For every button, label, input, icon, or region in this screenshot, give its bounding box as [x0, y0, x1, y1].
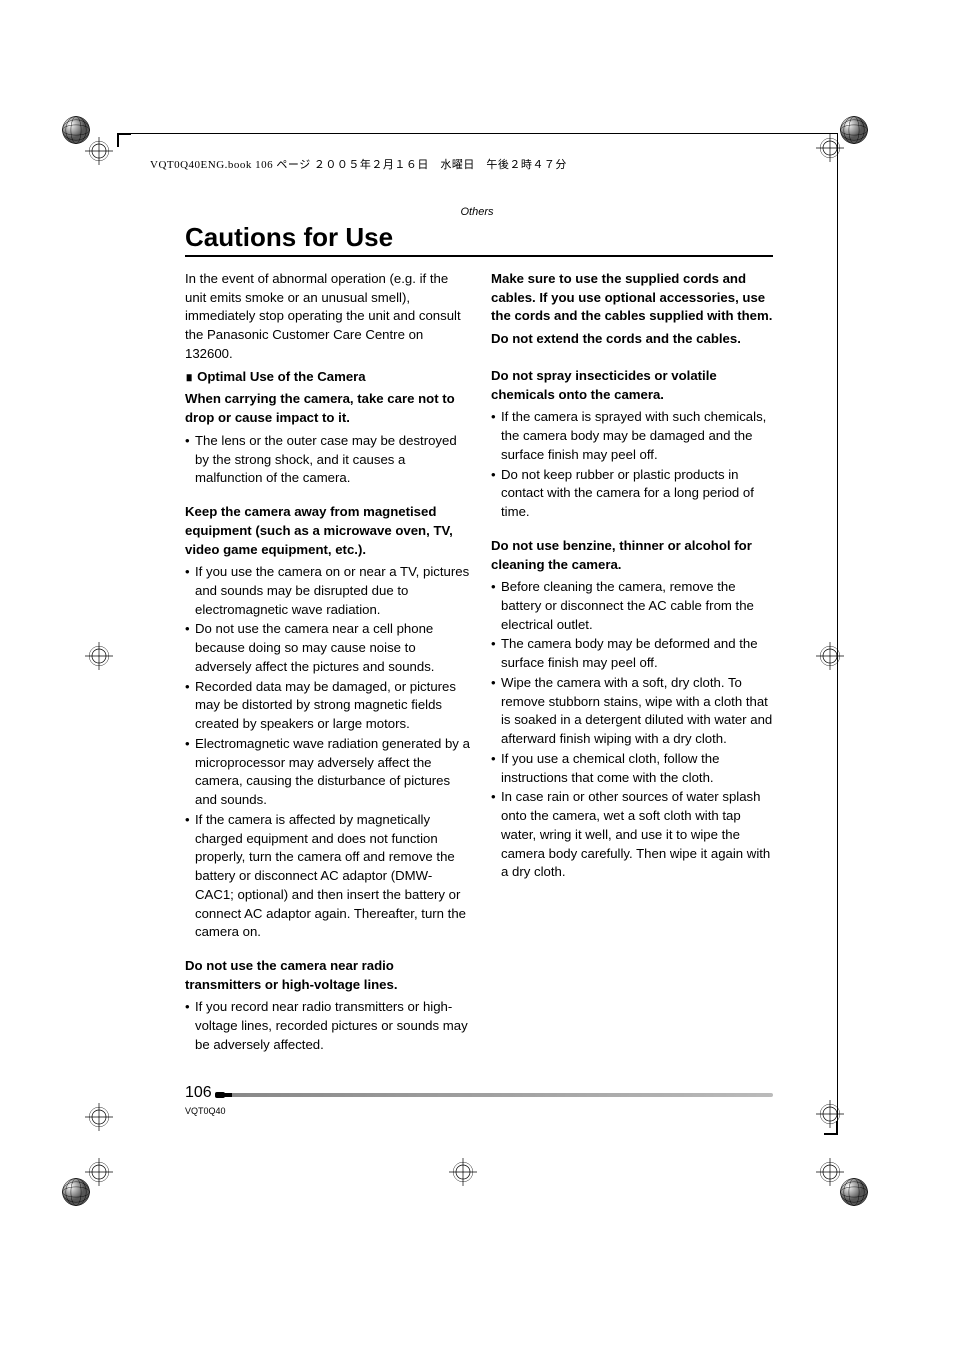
heading-magnet: Keep the camera away from magnetised equ…: [185, 503, 471, 559]
section-label: Others: [0, 206, 954, 218]
right-column: Make sure to use the supplied cords and …: [491, 270, 777, 1056]
heading-optimal-text: Optimal Use of the Camera: [197, 369, 366, 384]
footer: 106 VQT0Q40: [185, 1084, 226, 1116]
heading-radio: Do not use the camera near radio transmi…: [185, 957, 471, 994]
clean-list: Before cleaning the camera, remove the b…: [491, 578, 777, 882]
list-item: The camera body may be deformed and the …: [491, 635, 777, 672]
page-number: 106: [185, 1084, 226, 1102]
list-item: In case rain or other sources of water s…: [491, 788, 777, 882]
list-item: If the camera is affected by magneticall…: [185, 811, 471, 942]
list-item: Before cleaning the camera, remove the b…: [491, 578, 777, 634]
heading-carry: When carrying the camera, take care not …: [185, 390, 471, 427]
crosshair-mark: [85, 642, 113, 670]
list-item: Do not keep rubber or plastic products i…: [491, 466, 777, 522]
crosshair-mark: [816, 642, 844, 670]
page-title: Cautions for Use: [185, 222, 393, 253]
spray-list: If the camera is sprayed with such chemi…: [491, 408, 777, 521]
list-item: If the camera is sprayed with such chemi…: [491, 408, 777, 464]
heading-cords: Make sure to use the supplied cords and …: [491, 270, 777, 326]
heading-extend: Do not extend the cords and the cables.: [491, 330, 777, 349]
sphere-mark: [837, 113, 871, 147]
sphere-mark: [59, 1175, 93, 1209]
left-column: In the event of abnormal operation (e.g.…: [185, 270, 471, 1056]
list-item: Wipe the camera with a soft, dry cloth. …: [491, 674, 777, 749]
print-header: VQT0Q40ENG.book 106 ページ ２００５年２月１６日 水曜日 午…: [150, 156, 567, 172]
list-item: Recorded data may be damaged, or picture…: [185, 678, 471, 734]
magnet-list: If you use the camera on or near a TV, p…: [185, 563, 471, 942]
crosshair-mark: [816, 1100, 844, 1128]
crosshair-mark: [85, 1103, 113, 1131]
sphere-mark: [837, 1175, 871, 1209]
intro-paragraph: In the event of abnormal operation (e.g.…: [185, 270, 471, 364]
heading-optimal: ∎ Optimal Use of the Camera: [185, 368, 471, 387]
sphere-mark: [59, 113, 93, 147]
list-item: If you use the camera on or near a TV, p…: [185, 563, 471, 619]
list-item: Do not use the camera near a cell phone …: [185, 620, 471, 676]
list-item: Electromagnetic wave radiation generated…: [185, 735, 471, 810]
footer-rule: [221, 1093, 773, 1097]
title-underline: [185, 255, 773, 257]
list-item: If you use a chemical cloth, follow the …: [491, 750, 777, 787]
list-item: The lens or the outer case may be destro…: [185, 432, 471, 488]
content-columns: In the event of abnormal operation (e.g.…: [185, 270, 777, 1056]
document-id: VQT0Q40: [185, 1106, 226, 1116]
page: VQT0Q40ENG.book 106 ページ ２００５年２月１６日 水曜日 午…: [0, 0, 954, 1348]
list-item: If you record near radio transmitters or…: [185, 998, 471, 1054]
heading-clean: Do not use benzine, thinner or alcohol f…: [491, 537, 777, 574]
radio-list: If you record near radio transmitters or…: [185, 998, 471, 1054]
heading-spray: Do not spray insecticides or volatile ch…: [491, 367, 777, 404]
crosshair-mark: [449, 1158, 477, 1186]
carry-list: The lens or the outer case may be destro…: [185, 432, 471, 488]
